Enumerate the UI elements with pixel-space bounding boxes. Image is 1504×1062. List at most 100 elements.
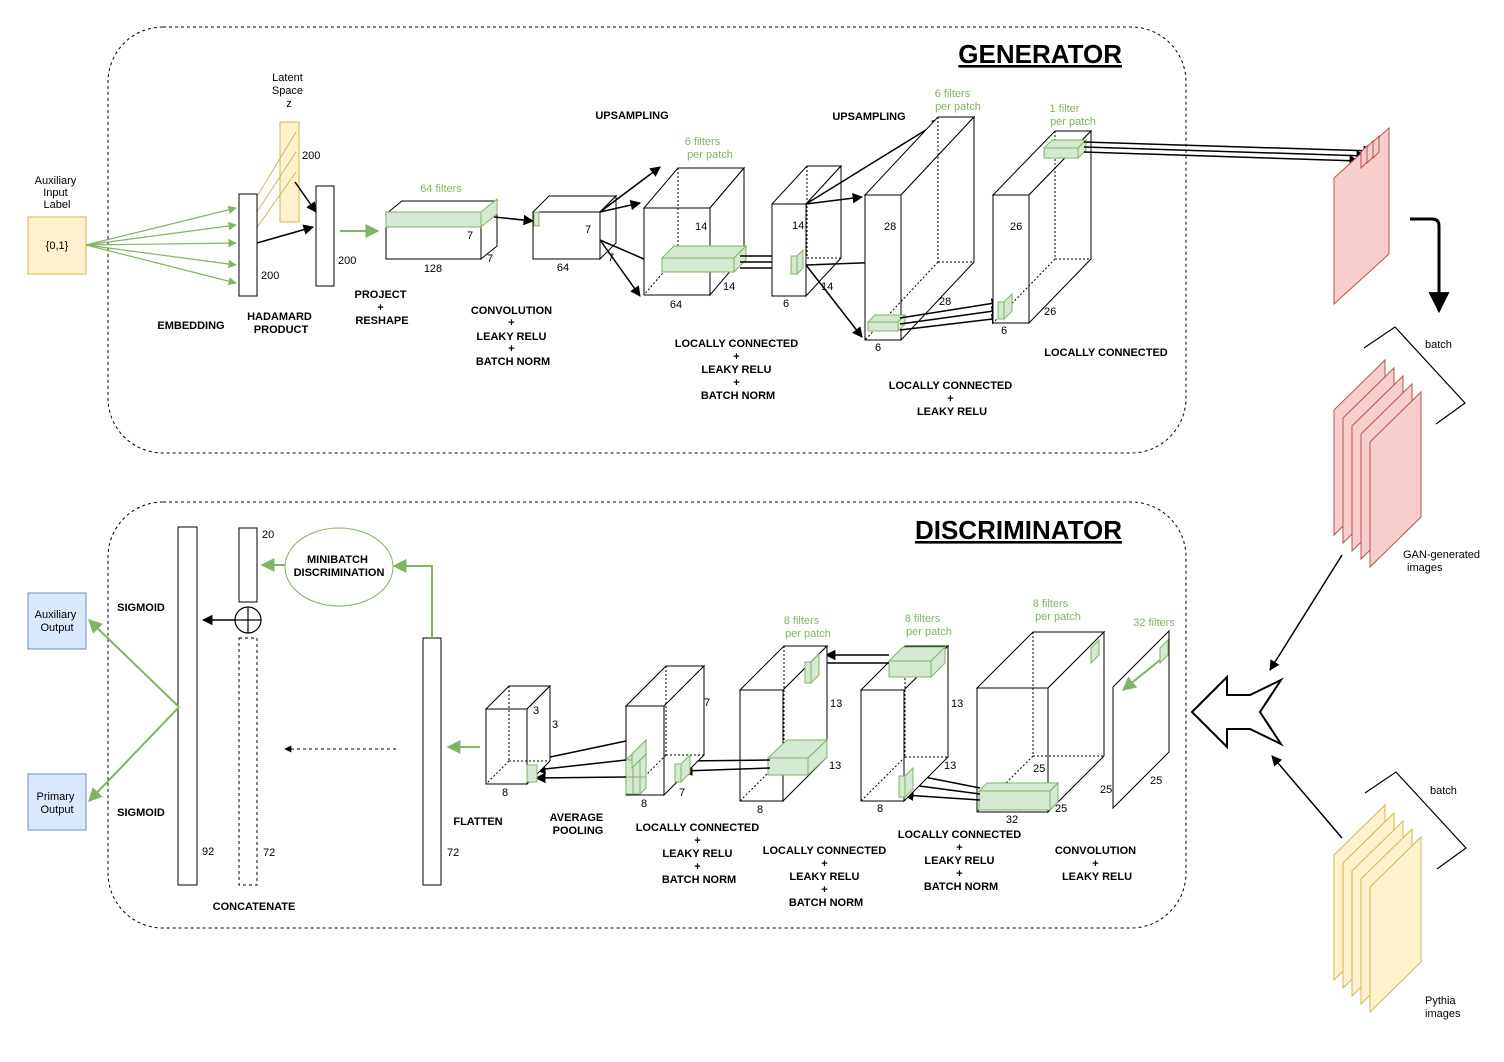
conv-dim-d: 7 [608, 252, 614, 264]
conv-label: CONVOLUTION + LEAKY RELU + BATCH NORM [471, 305, 555, 368]
disc-lc2-dim-d: 13 [829, 760, 841, 772]
conv-block [531, 194, 618, 261]
pythia-images-label: Pythia images [1425, 995, 1461, 1020]
disc-lc2-dim-h: 13 [830, 698, 842, 710]
hadamard-dim: 200 [338, 255, 356, 267]
flatten-vector [422, 637, 442, 886]
disc-lc2-label: LOCALLY CONNECTED + LEAKY RELU + BATCH N… [763, 845, 890, 909]
project-label: PROJECT + RESHAPE [354, 289, 409, 327]
up2-dim-h: 14 [792, 220, 804, 232]
minibatch-vector [238, 527, 258, 603]
disc-lc3-dim-d: 7 [679, 787, 685, 799]
minibatch-ellipse [284, 527, 394, 607]
up2-block [770, 164, 843, 298]
merge-arrow [1190, 674, 1284, 750]
generator-title: GENERATOR [958, 39, 1122, 69]
disc-pool-label: AVERAGE POOLING [550, 812, 607, 837]
latent-to-hadamard-arrow [294, 181, 317, 213]
project-filters-label: 64 filters [420, 183, 462, 195]
embedding-vector [238, 193, 258, 297]
embedding-dim: 200 [261, 270, 279, 282]
aux-to-embedding-arrows [85, 205, 237, 286]
project-block [384, 197, 499, 261]
project-dim-w: 128 [424, 263, 442, 275]
latent-space-label: Latent Space z [272, 72, 306, 110]
primary-output-box [27, 773, 87, 831]
lc2-dim-w: 6 [875, 342, 881, 354]
lc3-dim-h: 26 [1010, 221, 1022, 233]
lc2-dim-d: 28 [939, 296, 951, 308]
up2-dim-w: 6 [783, 298, 789, 310]
conv-dim-h: 7 [585, 224, 591, 236]
lc1-label: LOCALLY CONNECTED + LEAKY RELU + BATCH N… [675, 338, 802, 402]
flatten-label: FLATTEN [453, 816, 502, 828]
lc2-filters-label: 6 filters per patch [935, 88, 981, 113]
lc1-filters-label: 6 filters per patch [685, 136, 733, 161]
project-dim-h: 7 [467, 230, 473, 242]
lc3-filters-label: 1 filter per patch [1049, 103, 1095, 128]
disc-conv-dim-d: 25 [1055, 803, 1067, 815]
disc-input-dim-h: 25 [1100, 784, 1112, 796]
disc-lc1-block [859, 644, 950, 803]
pythia-to-merge-arrow [1271, 755, 1343, 839]
flatten-dim: 72 [447, 847, 459, 859]
project-dim-d: 7 [487, 253, 493, 265]
generator-panel [107, 26, 1187, 454]
disc-lc3-dim-w: 8 [641, 798, 647, 810]
gan-batch-bracket [1363, 326, 1466, 425]
disc-lc3-dim-h: 7 [704, 697, 710, 709]
lc3-block [991, 129, 1093, 325]
disc-lc3-label: LOCALLY CONNECTED + LEAKY RELU + BATCH N… [636, 822, 763, 886]
disc-pool-block [484, 684, 552, 786]
lc1-dim-d: 14 [723, 281, 735, 293]
disc-32-filters-label: 32 filters [1133, 617, 1175, 629]
hadamard-vector [315, 185, 335, 287]
gan-batch-label: batch [1425, 339, 1452, 351]
hadamard-label: HADAMARD PRODUCT [247, 311, 315, 336]
latent-space-box [279, 121, 300, 223]
lc2-dim-h: 28 [884, 221, 896, 233]
generated-to-batch-arrow [1410, 217, 1450, 314]
disc-lc1-dim-w: 8 [877, 803, 883, 815]
discriminator-panel [107, 501, 1187, 929]
disc-lc3-to-pool-arrows [534, 740, 627, 784]
disc-lc3-block [624, 664, 706, 797]
output-arrows [87, 619, 180, 803]
embedding-label: EMBEDDING [157, 320, 224, 332]
sigmoid-label-1: SIGMOID [117, 602, 165, 614]
aux-input-box [27, 216, 87, 275]
lc3-label: LOCALLY CONNECTED [1044, 347, 1168, 359]
lc1-dim-h: 14 [695, 221, 707, 233]
embedding-to-hadamard-arrow [256, 224, 315, 244]
upsampling1-label: UPSAMPLING [595, 110, 668, 122]
disc-conv-dim-h: 25 [1033, 763, 1045, 775]
generator-output-arrows [1083, 141, 1375, 166]
disc-input-image [1112, 629, 1170, 810]
disc-pool-dim-d: 3 [552, 719, 558, 731]
concat-output-dim: 92 [202, 846, 214, 858]
project-to-conv-arrow [493, 214, 535, 226]
disc-lc2-block [738, 644, 829, 803]
minibatch-dim: 20 [262, 529, 274, 541]
gan-to-merge-arrow [1269, 554, 1343, 671]
disc-conv-dim-w: 32 [1006, 814, 1018, 826]
concat-part-dim: 72 [263, 847, 275, 859]
disc-lc1-dim-d: 13 [944, 760, 956, 772]
disc-conv-block [975, 630, 1106, 814]
disc-conv-label: CONVOLUTION + LEAKY RELU [1055, 845, 1139, 883]
disc-lc1-to-lc2-arrows [814, 649, 889, 669]
concat-output-vector [177, 526, 198, 886]
disc-lc1-label: LOCALLY CONNECTED + LEAKY RELU + BATCH N… [898, 829, 1025, 893]
disc-input-patch [1159, 638, 1169, 665]
concatenate-label: CONCATENATE [213, 901, 296, 913]
lc1-dim-w: 64 [670, 299, 682, 311]
pythia-images-stack [1333, 803, 1422, 1014]
conv-dim-w: 64 [557, 262, 569, 274]
lc1-block [642, 166, 748, 297]
disc-pool-dim-w: 8 [502, 787, 508, 799]
lc3-dim-d: 26 [1044, 306, 1056, 318]
auxiliary-output-box [27, 592, 87, 650]
aux-input-value: {0,1} [46, 240, 69, 252]
disc-conv-filters-label: 8 filters per patch [1033, 598, 1081, 623]
